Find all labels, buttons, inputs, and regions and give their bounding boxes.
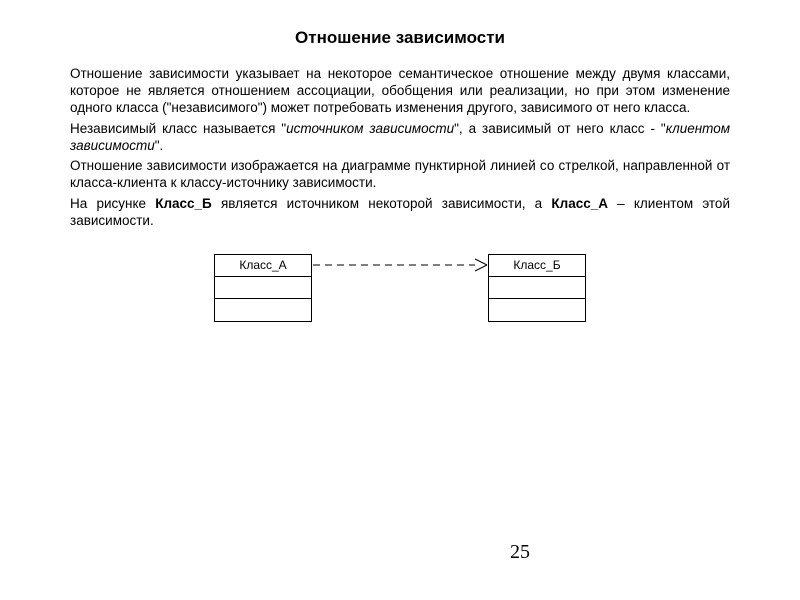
uml-class-a-ops: [215, 299, 311, 321]
p2-text-a: Независимый класс называется ": [70, 121, 286, 136]
uml-class-a: Класс_А: [214, 254, 312, 322]
p4-bold-class-a: Класс_А: [551, 196, 608, 211]
uml-class-a-name: Класс_А: [215, 255, 311, 277]
p4-text-c: является источником некоторой зависимост…: [212, 196, 552, 211]
paragraph-2: Независимый класс называется "источником…: [70, 121, 730, 155]
paragraph-4: На рисунке Класс_Б является источником н…: [70, 196, 730, 230]
uml-diagram: Класс_А Класс_Б: [70, 254, 730, 322]
p2-text-e: ".: [155, 138, 164, 153]
page-number: 25: [510, 541, 530, 564]
uml-class-b-name: Класс_Б: [489, 255, 585, 277]
p2-text-c: ", а зависимый от него класс - ": [454, 121, 666, 136]
diagram-inner: Класс_А Класс_Б: [214, 254, 586, 322]
p2-italic-source: источником зависимости: [286, 121, 454, 136]
paragraph-1: Отношение зависимости указывает на некот…: [70, 66, 730, 117]
uml-class-b: Класс_Б: [488, 254, 586, 322]
uml-class-b-attrs: [489, 277, 585, 299]
dependency-arrow: [312, 253, 488, 277]
uml-class-a-attrs: [215, 277, 311, 299]
uml-class-b-ops: [489, 299, 585, 321]
p4-bold-class-b: Класс_Б: [155, 196, 212, 211]
page-title: Отношение зависимости: [70, 28, 730, 48]
p4-text-a: На рисунке: [70, 196, 155, 211]
paragraph-3: Отношение зависимости изображается на ди…: [70, 158, 730, 192]
